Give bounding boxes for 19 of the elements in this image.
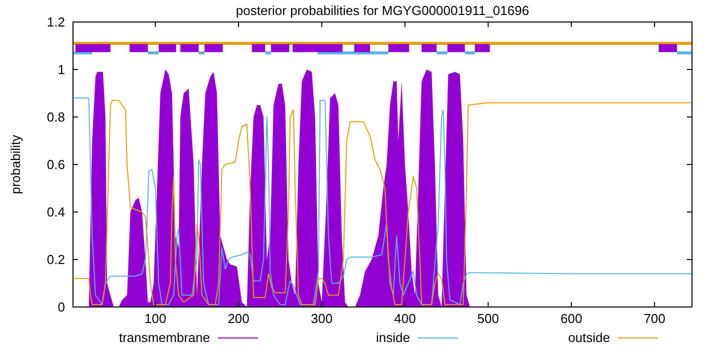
- x-tick-label: 400: [394, 311, 416, 326]
- x-tick-label: 100: [144, 311, 166, 326]
- y-tick-label: 0.8: [46, 110, 65, 124]
- legend-label: outside: [568, 330, 610, 345]
- y-tick-label: 1: [58, 62, 65, 77]
- y-tick-label: 0.2: [46, 252, 65, 267]
- legend-label: inside: [376, 330, 410, 345]
- x-tick-label: 600: [560, 311, 582, 326]
- x-tick-label: 200: [228, 311, 250, 326]
- legend-label: transmembrane: [118, 330, 210, 345]
- x-tick-label: 300: [310, 311, 333, 326]
- x-tick-label: 500: [477, 311, 500, 326]
- chart-title: posterior probabilities for MGYG000001911_01696: [236, 3, 530, 18]
- y-axis-title: probability: [8, 134, 23, 194]
- y-tick-label: 1.2: [46, 14, 65, 30]
- y-tick-label: 0.4: [46, 204, 65, 220]
- x-tick-label: 700: [644, 311, 666, 326]
- y-tick-label: 0: [58, 300, 65, 314]
- y-tick-label: 0.6: [46, 157, 65, 172]
